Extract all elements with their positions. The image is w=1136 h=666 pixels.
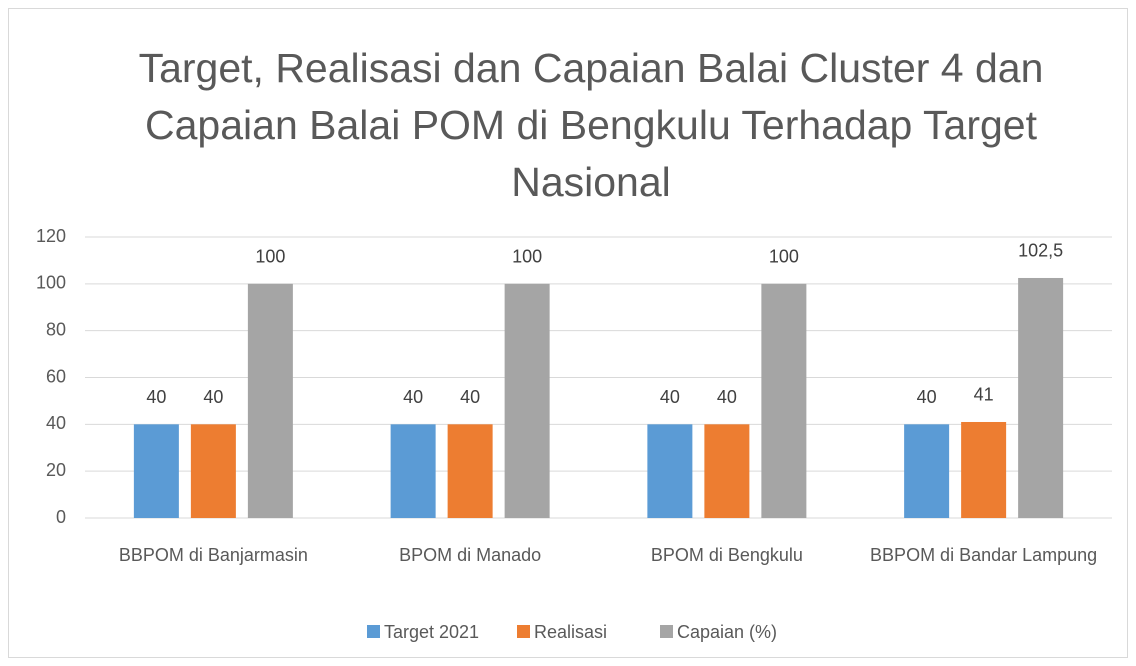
bar bbox=[133, 424, 179, 518]
y-tick-label: 0 bbox=[56, 507, 66, 527]
legend-swatch bbox=[517, 625, 530, 638]
bar bbox=[761, 283, 807, 518]
bar bbox=[961, 421, 1007, 518]
data-label: 100 bbox=[512, 247, 542, 267]
legend-label: Capaian (%) bbox=[677, 622, 777, 642]
y-tick-label: 120 bbox=[36, 226, 66, 246]
y-tick-label: 100 bbox=[36, 273, 66, 293]
data-label: 102,5 bbox=[1018, 241, 1063, 261]
data-label: 40 bbox=[203, 387, 223, 407]
legend-label: Realisasi bbox=[534, 622, 607, 642]
data-label: 100 bbox=[769, 247, 799, 267]
data-label: 100 bbox=[255, 247, 285, 267]
bar bbox=[447, 424, 493, 518]
legend-label: Target 2021 bbox=[384, 622, 479, 642]
chart-title: Target, Realisasi dan Capaian Balai Clus… bbox=[138, 45, 1044, 205]
x-tick-label: BBPOM di Banjarmasin bbox=[118, 545, 308, 565]
bar bbox=[647, 424, 693, 518]
x-tick-label: BPOM di Manado bbox=[399, 545, 542, 565]
bar bbox=[247, 283, 293, 518]
data-label: 40 bbox=[146, 387, 166, 407]
chart-border bbox=[8, 8, 1128, 658]
x-tick-label: BBPOM di Bandar Lampung bbox=[870, 545, 1098, 565]
bar bbox=[190, 424, 236, 518]
legend-swatch bbox=[367, 625, 380, 638]
y-tick-label: 80 bbox=[46, 319, 66, 339]
x-tick-label: BPOM di Bengkulu bbox=[650, 545, 803, 565]
data-label: 40 bbox=[660, 387, 680, 407]
y-tick-label: 40 bbox=[46, 413, 66, 433]
bar bbox=[504, 283, 550, 518]
bar bbox=[904, 424, 950, 518]
data-label: 40 bbox=[917, 387, 937, 407]
legend-swatch bbox=[660, 625, 673, 638]
data-label: 40 bbox=[403, 387, 423, 407]
bar bbox=[1018, 277, 1064, 518]
data-label: 40 bbox=[460, 387, 480, 407]
bar bbox=[704, 424, 750, 518]
data-label: 41 bbox=[974, 385, 994, 405]
y-tick-label: 20 bbox=[46, 460, 66, 480]
data-label: 40 bbox=[717, 387, 737, 407]
y-tick-label: 60 bbox=[46, 366, 66, 386]
bar bbox=[390, 424, 436, 518]
